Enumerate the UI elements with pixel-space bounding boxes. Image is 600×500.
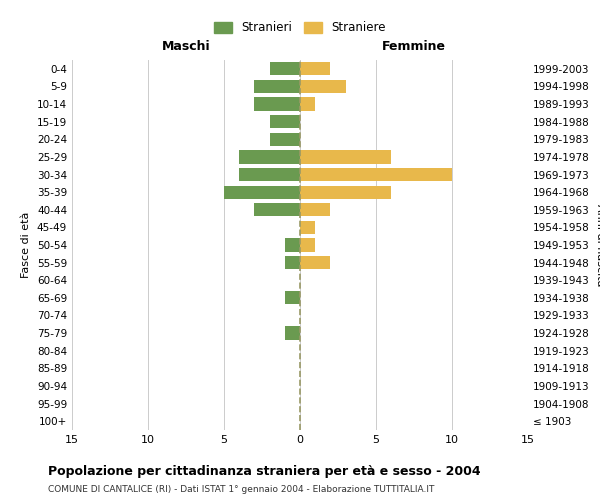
Y-axis label: Anni di nascita: Anni di nascita [595, 204, 600, 286]
Text: Popolazione per cittadinanza straniera per età e sesso - 2004: Popolazione per cittadinanza straniera p… [48, 465, 481, 478]
Bar [224, 186, 300, 198]
Bar [300, 168, 452, 181]
Bar [300, 203, 331, 216]
Bar [239, 150, 300, 164]
Bar [300, 80, 346, 93]
Bar [285, 291, 300, 304]
Text: COMUNE DI CANTALICE (RI) - Dati ISTAT 1° gennaio 2004 - Elaborazione TUTTITALIA.: COMUNE DI CANTALICE (RI) - Dati ISTAT 1°… [48, 485, 434, 494]
Text: Femmine: Femmine [382, 40, 446, 53]
Bar [300, 256, 331, 269]
Bar [300, 98, 315, 110]
Bar [239, 168, 300, 181]
Bar [254, 80, 300, 93]
Y-axis label: Fasce di età: Fasce di età [22, 212, 31, 278]
Bar [300, 62, 331, 76]
Bar [285, 238, 300, 252]
Bar [269, 62, 300, 76]
Bar [300, 150, 391, 164]
Bar [285, 326, 300, 340]
Bar [300, 186, 391, 198]
Bar [269, 132, 300, 146]
Bar [254, 203, 300, 216]
Bar [300, 238, 315, 252]
Bar [269, 115, 300, 128]
Legend: Stranieri, Straniere: Stranieri, Straniere [211, 18, 389, 38]
Bar [285, 256, 300, 269]
Text: Maschi: Maschi [161, 40, 211, 53]
Bar [300, 221, 315, 234]
Bar [254, 98, 300, 110]
